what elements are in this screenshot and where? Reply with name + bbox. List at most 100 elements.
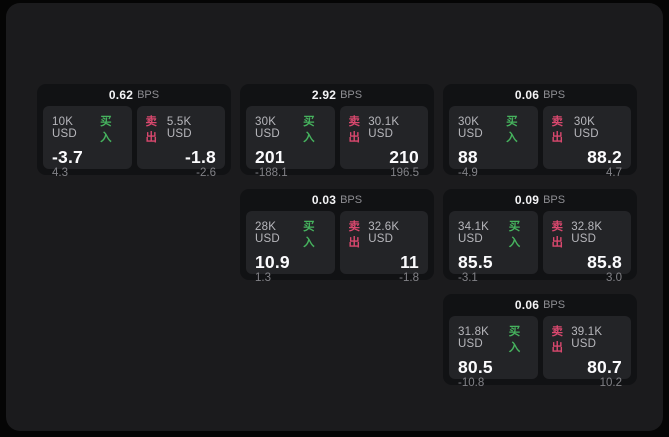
sell-size: 32.6K USD [368,221,400,245]
buy-size: 10K USD [52,116,77,140]
quote-card: 0.06 BPS 30K USD 买入 88 -4.9 卖出 30K USD 8… [443,84,637,179]
sell-price: 80.7 [587,357,622,377]
spread-unit: BPS [543,89,566,101]
sell-price: 88.2 [587,147,622,167]
sell-sub-value: -2.6 [196,167,216,180]
buy-price: 88 [458,147,478,167]
sell-side-label: 卖出 [145,116,158,144]
buy-size: 34.1K USD [458,221,490,245]
sell-quote-tile[interactable]: 卖出 30.1K USD 210 196.5 [339,106,428,179]
sell-size: 30K USD [573,116,599,140]
buy-quote-tile[interactable]: 34.1K USD 买入 85.5 -3.1 [449,211,538,284]
buy-tile-header: 10K USD 买入 [52,113,123,145]
sell-quote-tile[interactable]: 卖出 32.8K USD 85.8 3.0 [542,211,631,284]
buy-price: -3.7 [52,147,83,167]
buy-size: 30K USD [458,116,483,140]
sell-size: 32.8K USD [571,221,603,245]
sell-price: 85.8 [587,252,622,272]
spread-value: 0.09 [514,193,540,207]
quote-tiles: 28K USD 买入 10.9 1.3 卖出 32.6K USD 11 -1.8 [246,211,428,284]
sell-quote-tile[interactable]: 卖出 32.6K USD 11 -1.8 [339,211,428,284]
sell-tile-header: 卖出 32.6K USD [349,218,420,250]
buy-side-label: 买入 [303,116,315,144]
buy-sub-value: -10.8 [458,377,485,390]
buy-quote-tile[interactable]: 10K USD 买入 -3.7 4.3 [43,106,132,179]
spread-unit: BPS [340,194,363,206]
buy-size: 30K USD [255,116,280,140]
buy-tile-header: 30K USD 买入 [458,113,529,145]
sell-tile-header: 卖出 5.5K USD [146,113,217,145]
buy-tile-header: 34.1K USD 买入 [458,218,529,250]
sell-price: 11 [400,252,419,272]
buy-price: 10.9 [255,252,290,272]
sell-side-label: 卖出 [551,116,564,144]
buy-sub-value: -188.1 [255,167,288,180]
sell-side-label: 卖出 [348,116,361,144]
buy-sub-value: 4.3 [52,167,68,180]
quote-card: 0.62 BPS 10K USD 买入 -3.7 4.3 卖出 5.5K USD… [37,84,231,179]
sell-quote-tile[interactable]: 卖出 5.5K USD -1.8 -2.6 [136,106,225,179]
sell-tile-header: 卖出 32.8K USD [552,218,623,250]
quote-tiles: 30K USD 买入 201 -188.1 卖出 30.1K USD 210 1… [246,106,428,179]
buy-sub-value: 1.3 [255,272,271,285]
spread-value: 0.06 [514,88,540,102]
sell-quote-tile[interactable]: 卖出 30K USD 88.2 4.7 [542,106,631,179]
buy-tile-header: 28K USD 买入 [255,218,326,250]
spread-unit: BPS [137,89,160,101]
sell-sub-value: 10.2 [599,377,622,390]
quote-tiles: 10K USD 买入 -3.7 4.3 卖出 5.5K USD -1.8 -2.… [43,106,225,179]
spread-header: 2.92 BPS [246,84,428,106]
buy-quote-tile[interactable]: 28K USD 买入 10.9 1.3 [246,211,335,284]
quote-card: 0.09 BPS 34.1K USD 买入 85.5 -3.1 卖出 32.8K… [443,189,637,284]
spread-header: 0.09 BPS [449,189,631,211]
spread-value: 0.06 [514,298,540,312]
sell-side-label: 卖出 [551,326,564,354]
sell-sub-value: 3.0 [606,272,622,285]
quote-card: 2.92 BPS 30K USD 买入 201 -188.1 卖出 30.1K … [240,84,434,179]
spread-header: 0.06 BPS [449,84,631,106]
app-window: 0.62 BPS 10K USD 买入 -3.7 4.3 卖出 5.5K USD… [6,3,663,431]
quote-tiles: 30K USD 买入 88 -4.9 卖出 30K USD 88.2 4.7 [449,106,631,179]
buy-sub-value: -3.1 [458,272,478,285]
buy-price: 80.5 [458,357,493,377]
sell-price: 210 [389,147,419,167]
quote-board: 0.62 BPS 10K USD 买入 -3.7 4.3 卖出 5.5K USD… [37,84,637,389]
sell-sub-value: 196.5 [390,167,419,180]
sell-sub-value: -1.8 [399,272,419,285]
buy-sub-value: -4.9 [458,167,478,180]
buy-quote-tile[interactable]: 30K USD 买入 88 -4.9 [449,106,538,179]
spread-header: 0.06 BPS [449,294,631,316]
spread-unit: BPS [340,89,363,101]
sell-sub-value: 4.7 [606,167,622,180]
buy-quote-tile[interactable]: 30K USD 买入 201 -188.1 [246,106,335,179]
quote-card: 0.03 BPS 28K USD 买入 10.9 1.3 卖出 32.6K US… [240,189,434,284]
sell-size: 5.5K USD [166,116,192,140]
buy-side-label: 买入 [508,326,521,354]
buy-side-label: 买入 [506,116,518,144]
spread-value: 2.92 [311,88,337,102]
sell-size: 30.1K USD [368,116,400,140]
buy-quote-tile[interactable]: 31.8K USD 买入 80.5 -10.8 [449,316,538,389]
quote-tiles: 34.1K USD 买入 85.5 -3.1 卖出 32.8K USD 85.8… [449,211,631,284]
buy-side-label: 买入 [303,221,315,249]
buy-side-label: 买入 [508,221,521,249]
buy-tile-header: 30K USD 买入 [255,113,326,145]
spread-value: 0.03 [311,193,337,207]
sell-tile-header: 卖出 30.1K USD [349,113,420,145]
spread-value: 0.62 [108,88,134,102]
buy-tile-header: 31.8K USD 买入 [458,323,529,355]
quote-card: 0.06 BPS 31.8K USD 买入 80.5 -10.8 卖出 39.1… [443,294,637,389]
sell-tile-header: 卖出 30K USD [552,113,623,145]
buy-side-label: 买入 [100,116,112,144]
buy-price: 201 [255,147,285,167]
spread-unit: BPS [543,299,566,311]
spread-header: 0.62 BPS [43,84,225,106]
spread-header: 0.03 BPS [246,189,428,211]
buy-size: 31.8K USD [458,326,490,350]
sell-side-label: 卖出 [551,221,564,249]
buy-price: 85.5 [458,252,493,272]
sell-side-label: 卖出 [348,221,361,249]
sell-size: 39.1K USD [571,326,603,350]
sell-quote-tile[interactable]: 卖出 39.1K USD 80.7 10.2 [542,316,631,389]
quote-tiles: 31.8K USD 买入 80.5 -10.8 卖出 39.1K USD 80.… [449,316,631,389]
